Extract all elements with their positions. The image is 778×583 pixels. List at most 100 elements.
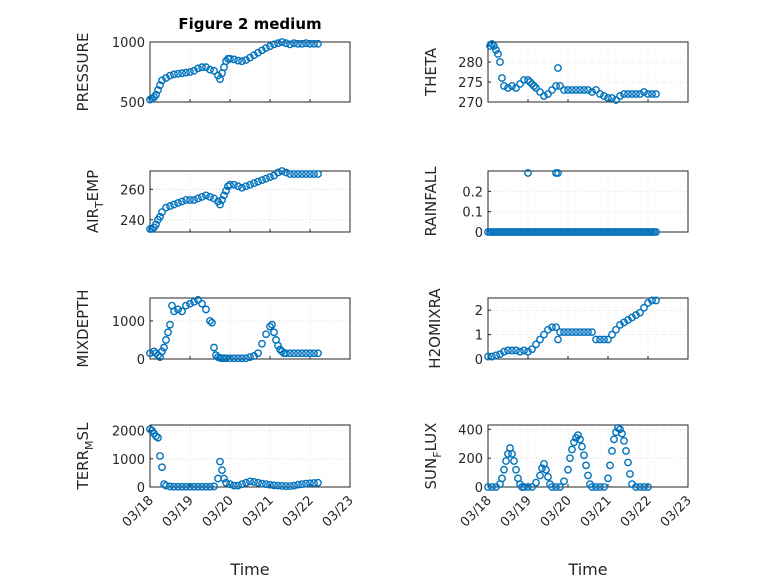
data-point <box>500 82 508 90</box>
data-point <box>528 80 536 88</box>
data-point <box>294 39 302 48</box>
data-point <box>496 58 504 66</box>
data-point <box>310 170 318 178</box>
data-point <box>158 463 166 472</box>
x-tick-label: 03/19 <box>498 493 535 530</box>
data-point <box>158 208 166 217</box>
data-point <box>636 308 644 317</box>
data-point <box>230 55 238 64</box>
data-point <box>604 335 612 344</box>
data-point <box>166 482 174 491</box>
data-point <box>306 39 314 48</box>
data-point <box>588 88 596 96</box>
y-axis-label: AIRTEMP <box>84 170 106 233</box>
data-point <box>520 483 528 491</box>
data-point <box>596 483 604 491</box>
data-point <box>278 347 286 356</box>
y-axis-label: MIXDEPTH <box>74 289 92 367</box>
data-point <box>266 173 274 182</box>
data-point <box>186 68 194 76</box>
data-point <box>220 474 228 483</box>
y-tick-label: 500 <box>120 96 145 111</box>
data-point <box>170 482 178 491</box>
y-tick-label: 1000 <box>112 36 145 51</box>
data-point <box>258 46 266 55</box>
data-point <box>194 64 202 73</box>
data-point <box>190 196 198 204</box>
data-point <box>644 90 652 98</box>
y-tick-label: 0 <box>137 353 145 368</box>
x-tick-label: 03/21 <box>578 493 615 530</box>
data-point <box>290 481 298 490</box>
data-point <box>544 473 552 481</box>
data-point <box>286 170 294 178</box>
data-point <box>564 465 572 474</box>
data-point <box>246 53 254 62</box>
data-point <box>652 296 660 305</box>
data-point <box>278 167 286 175</box>
data-point <box>286 40 294 49</box>
y-tick-label: 2 <box>475 304 483 319</box>
data-point <box>222 478 230 487</box>
data-point <box>254 177 262 186</box>
data-point <box>516 80 524 88</box>
data-point <box>604 94 612 102</box>
data-point <box>512 84 520 92</box>
data-point <box>208 318 216 327</box>
data-point <box>290 170 298 178</box>
data-point <box>600 483 608 491</box>
data-point <box>210 66 218 75</box>
data-point <box>294 480 302 489</box>
data-point <box>488 352 496 361</box>
data-point <box>258 339 266 348</box>
data-point <box>210 482 218 491</box>
data-point <box>516 347 524 356</box>
data-point <box>574 431 582 439</box>
data-point <box>576 435 584 444</box>
data-point <box>182 68 190 77</box>
data-point <box>178 69 186 78</box>
data-point <box>152 220 160 229</box>
data-point <box>266 322 274 331</box>
data-point <box>484 483 492 491</box>
data-point <box>278 481 286 490</box>
data-point <box>270 481 278 490</box>
data-point <box>222 354 230 363</box>
data-point <box>290 349 298 358</box>
data-point <box>278 38 286 46</box>
axes-box <box>487 41 689 103</box>
data-point <box>226 354 234 363</box>
data-point <box>556 328 564 337</box>
data-point <box>510 457 518 465</box>
data-point <box>608 330 616 339</box>
data-point <box>486 42 494 50</box>
data-point <box>262 480 270 489</box>
data-point <box>182 196 190 204</box>
data-point <box>174 199 182 207</box>
y-tick-label: 0.2 <box>462 185 483 200</box>
y-tick-label: 2000 <box>112 425 145 440</box>
data-point <box>242 56 250 64</box>
x-tick-label: 03/20 <box>200 493 237 530</box>
data-point <box>266 480 274 489</box>
data-point <box>536 335 544 344</box>
data-point <box>524 76 532 84</box>
data-point <box>640 483 648 491</box>
data-point <box>198 482 206 491</box>
data-point <box>198 193 206 201</box>
data-point <box>162 203 170 212</box>
data-point <box>508 449 516 458</box>
data-point <box>162 336 170 344</box>
data-point <box>560 86 568 94</box>
data-point <box>492 46 500 54</box>
data-point <box>158 347 166 356</box>
subplot-4: 0 0.1 0.2 RAINFALL <box>422 166 689 241</box>
x-tick-label: 03/23 <box>320 493 357 530</box>
data-point <box>258 176 266 185</box>
data-point <box>170 200 178 209</box>
data-point <box>152 90 160 99</box>
data-point <box>568 86 576 94</box>
data-point <box>162 74 170 82</box>
data-point <box>566 454 574 463</box>
data-point <box>524 483 532 491</box>
